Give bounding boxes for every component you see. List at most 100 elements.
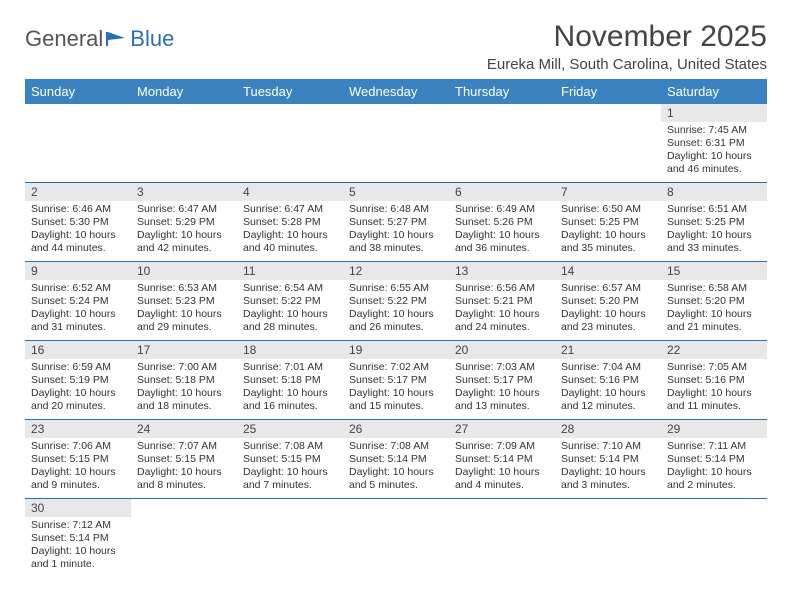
day-details: Sunrise: 6:50 AMSunset: 5:25 PMDaylight:… bbox=[555, 201, 661, 260]
day-details: Sunrise: 7:12 AMSunset: 5:14 PMDaylight:… bbox=[25, 517, 131, 576]
calendar-empty-cell bbox=[237, 499, 343, 578]
day-number: 16 bbox=[25, 341, 131, 359]
day-details: Sunrise: 7:10 AMSunset: 5:14 PMDaylight:… bbox=[555, 438, 661, 497]
calendar-body: 1Sunrise: 7:45 AMSunset: 6:31 PMDaylight… bbox=[25, 104, 767, 577]
calendar-day-cell: 2Sunrise: 6:46 AMSunset: 5:30 PMDaylight… bbox=[25, 183, 131, 262]
calendar-day-cell: 30Sunrise: 7:12 AMSunset: 5:14 PMDayligh… bbox=[25, 499, 131, 578]
calendar-day-cell: 18Sunrise: 7:01 AMSunset: 5:18 PMDayligh… bbox=[237, 341, 343, 420]
day-number: 14 bbox=[555, 262, 661, 280]
calendar-row: 1Sunrise: 7:45 AMSunset: 6:31 PMDaylight… bbox=[25, 104, 767, 183]
calendar-day-cell: 26Sunrise: 7:08 AMSunset: 5:14 PMDayligh… bbox=[343, 420, 449, 499]
calendar-day-cell: 20Sunrise: 7:03 AMSunset: 5:17 PMDayligh… bbox=[449, 341, 555, 420]
logo-text-blue: Blue bbox=[130, 26, 174, 52]
day-number: 15 bbox=[661, 262, 767, 280]
day-number: 19 bbox=[343, 341, 449, 359]
calendar-empty-cell bbox=[343, 104, 449, 183]
day-details: Sunrise: 7:05 AMSunset: 5:16 PMDaylight:… bbox=[661, 359, 767, 418]
day-details: Sunrise: 7:11 AMSunset: 5:14 PMDaylight:… bbox=[661, 438, 767, 497]
day-number: 29 bbox=[661, 420, 767, 438]
day-details: Sunrise: 6:51 AMSunset: 5:25 PMDaylight:… bbox=[661, 201, 767, 260]
day-number: 23 bbox=[25, 420, 131, 438]
day-details: Sunrise: 6:54 AMSunset: 5:22 PMDaylight:… bbox=[237, 280, 343, 339]
day-number: 1 bbox=[661, 104, 767, 122]
day-details: Sunrise: 7:08 AMSunset: 5:14 PMDaylight:… bbox=[343, 438, 449, 497]
day-number: 3 bbox=[131, 183, 237, 201]
day-number: 24 bbox=[131, 420, 237, 438]
calendar-day-cell: 17Sunrise: 7:00 AMSunset: 5:18 PMDayligh… bbox=[131, 341, 237, 420]
day-details: Sunrise: 6:56 AMSunset: 5:21 PMDaylight:… bbox=[449, 280, 555, 339]
calendar-day-cell: 16Sunrise: 6:59 AMSunset: 5:19 PMDayligh… bbox=[25, 341, 131, 420]
day-details: Sunrise: 6:53 AMSunset: 5:23 PMDaylight:… bbox=[131, 280, 237, 339]
day-details: Sunrise: 6:47 AMSunset: 5:28 PMDaylight:… bbox=[237, 201, 343, 260]
calendar-empty-cell bbox=[449, 499, 555, 578]
day-number: 18 bbox=[237, 341, 343, 359]
weekday-header: Thursday bbox=[449, 79, 555, 104]
calendar-empty-cell bbox=[343, 499, 449, 578]
day-number: 25 bbox=[237, 420, 343, 438]
flag-icon bbox=[105, 30, 129, 48]
calendar-day-cell: 3Sunrise: 6:47 AMSunset: 5:29 PMDaylight… bbox=[131, 183, 237, 262]
calendar-day-cell: 4Sunrise: 6:47 AMSunset: 5:28 PMDaylight… bbox=[237, 183, 343, 262]
weekday-header: Wednesday bbox=[343, 79, 449, 104]
day-details: Sunrise: 7:01 AMSunset: 5:18 PMDaylight:… bbox=[237, 359, 343, 418]
day-number: 5 bbox=[343, 183, 449, 201]
day-number: 2 bbox=[25, 183, 131, 201]
day-number: 26 bbox=[343, 420, 449, 438]
day-number: 12 bbox=[343, 262, 449, 280]
logo: General Blue bbox=[25, 26, 174, 52]
day-details: Sunrise: 6:52 AMSunset: 5:24 PMDaylight:… bbox=[25, 280, 131, 339]
calendar-empty-cell bbox=[131, 104, 237, 183]
weekday-header-row: SundayMondayTuesdayWednesdayThursdayFrid… bbox=[25, 79, 767, 104]
calendar-day-cell: 12Sunrise: 6:55 AMSunset: 5:22 PMDayligh… bbox=[343, 262, 449, 341]
day-number: 20 bbox=[449, 341, 555, 359]
day-details: Sunrise: 6:47 AMSunset: 5:29 PMDaylight:… bbox=[131, 201, 237, 260]
calendar-day-cell: 14Sunrise: 6:57 AMSunset: 5:20 PMDayligh… bbox=[555, 262, 661, 341]
day-details: Sunrise: 7:09 AMSunset: 5:14 PMDaylight:… bbox=[449, 438, 555, 497]
calendar-day-cell: 1Sunrise: 7:45 AMSunset: 6:31 PMDaylight… bbox=[661, 104, 767, 183]
day-details: Sunrise: 6:46 AMSunset: 5:30 PMDaylight:… bbox=[25, 201, 131, 260]
calendar-day-cell: 8Sunrise: 6:51 AMSunset: 5:25 PMDaylight… bbox=[661, 183, 767, 262]
calendar-day-cell: 25Sunrise: 7:08 AMSunset: 5:15 PMDayligh… bbox=[237, 420, 343, 499]
day-details: Sunrise: 7:02 AMSunset: 5:17 PMDaylight:… bbox=[343, 359, 449, 418]
day-number: 7 bbox=[555, 183, 661, 201]
calendar-day-cell: 10Sunrise: 6:53 AMSunset: 5:23 PMDayligh… bbox=[131, 262, 237, 341]
header: General Blue November 2025 Eureka Mill, … bbox=[25, 20, 767, 73]
calendar-day-cell: 23Sunrise: 7:06 AMSunset: 5:15 PMDayligh… bbox=[25, 420, 131, 499]
day-details: Sunrise: 7:08 AMSunset: 5:15 PMDaylight:… bbox=[237, 438, 343, 497]
day-number: 17 bbox=[131, 341, 237, 359]
day-details: Sunrise: 7:07 AMSunset: 5:15 PMDaylight:… bbox=[131, 438, 237, 497]
day-details: Sunrise: 6:59 AMSunset: 5:19 PMDaylight:… bbox=[25, 359, 131, 418]
calendar-row: 23Sunrise: 7:06 AMSunset: 5:15 PMDayligh… bbox=[25, 420, 767, 499]
calendar-day-cell: 9Sunrise: 6:52 AMSunset: 5:24 PMDaylight… bbox=[25, 262, 131, 341]
day-number: 13 bbox=[449, 262, 555, 280]
month-title: November 2025 bbox=[487, 20, 767, 54]
day-number: 10 bbox=[131, 262, 237, 280]
weekday-header: Tuesday bbox=[237, 79, 343, 104]
day-details: Sunrise: 6:57 AMSunset: 5:20 PMDaylight:… bbox=[555, 280, 661, 339]
logo-text-general: General bbox=[25, 26, 103, 52]
day-details: Sunrise: 6:48 AMSunset: 5:27 PMDaylight:… bbox=[343, 201, 449, 260]
calendar-day-cell: 19Sunrise: 7:02 AMSunset: 5:17 PMDayligh… bbox=[343, 341, 449, 420]
day-number: 8 bbox=[661, 183, 767, 201]
calendar-day-cell: 5Sunrise: 6:48 AMSunset: 5:27 PMDaylight… bbox=[343, 183, 449, 262]
day-number: 6 bbox=[449, 183, 555, 201]
day-details: Sunrise: 7:45 AMSunset: 6:31 PMDaylight:… bbox=[661, 122, 767, 181]
day-details: Sunrise: 7:04 AMSunset: 5:16 PMDaylight:… bbox=[555, 359, 661, 418]
calendar-day-cell: 27Sunrise: 7:09 AMSunset: 5:14 PMDayligh… bbox=[449, 420, 555, 499]
calendar-row: 9Sunrise: 6:52 AMSunset: 5:24 PMDaylight… bbox=[25, 262, 767, 341]
calendar-empty-cell bbox=[237, 104, 343, 183]
calendar-row: 2Sunrise: 6:46 AMSunset: 5:30 PMDaylight… bbox=[25, 183, 767, 262]
day-number: 11 bbox=[237, 262, 343, 280]
calendar-day-cell: 22Sunrise: 7:05 AMSunset: 5:16 PMDayligh… bbox=[661, 341, 767, 420]
day-number: 21 bbox=[555, 341, 661, 359]
calendar-row: 30Sunrise: 7:12 AMSunset: 5:14 PMDayligh… bbox=[25, 499, 767, 578]
day-number: 9 bbox=[25, 262, 131, 280]
calendar-empty-cell bbox=[25, 104, 131, 183]
calendar-day-cell: 7Sunrise: 6:50 AMSunset: 5:25 PMDaylight… bbox=[555, 183, 661, 262]
day-number: 22 bbox=[661, 341, 767, 359]
day-details: Sunrise: 6:58 AMSunset: 5:20 PMDaylight:… bbox=[661, 280, 767, 339]
location: Eureka Mill, South Carolina, United Stat… bbox=[487, 56, 767, 73]
day-number: 28 bbox=[555, 420, 661, 438]
day-details: Sunrise: 7:03 AMSunset: 5:17 PMDaylight:… bbox=[449, 359, 555, 418]
calendar-day-cell: 21Sunrise: 7:04 AMSunset: 5:16 PMDayligh… bbox=[555, 341, 661, 420]
